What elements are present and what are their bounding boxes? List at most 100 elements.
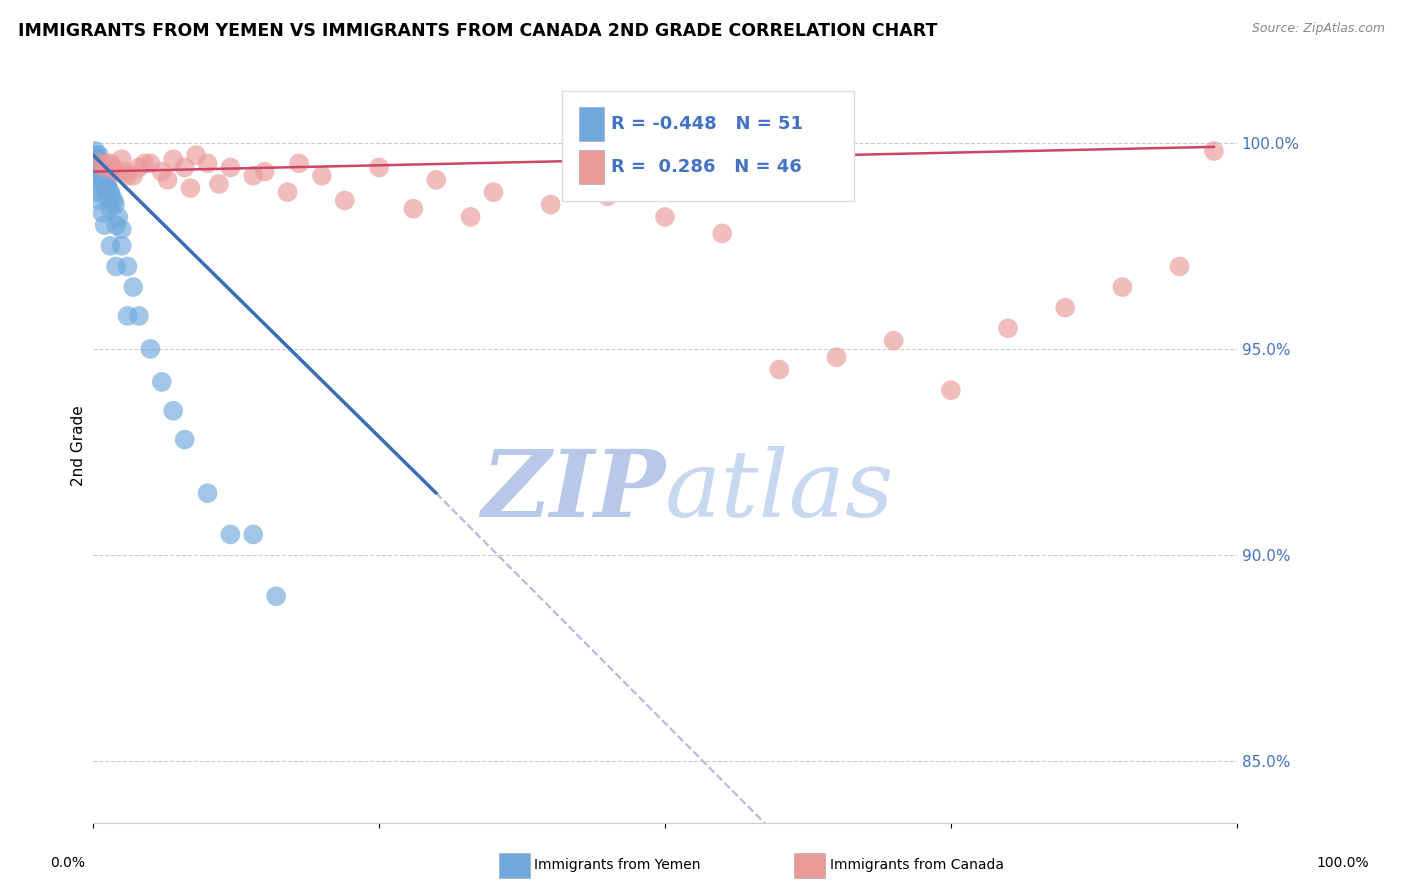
Point [1168, 260, 1191, 274]
Point [117, 309, 139, 323]
Point [883, 334, 905, 348]
Point [128, 309, 150, 323]
Point [219, 161, 242, 175]
Point [139, 156, 162, 170]
Point [311, 169, 333, 183]
Point [87, 153, 110, 167]
Point [105, 218, 128, 232]
Point [122, 169, 145, 183]
Point [90, 161, 112, 175]
Text: R = -0.448   N = 51: R = -0.448 N = 51 [612, 114, 803, 133]
Point [87, 185, 110, 199]
Point [98, 156, 121, 170]
Point [768, 362, 790, 376]
Point [264, 589, 287, 603]
Point [179, 181, 201, 195]
Point [84, 169, 107, 183]
Point [128, 161, 150, 175]
Point [98, 239, 121, 253]
Point [939, 383, 962, 397]
Point [90, 164, 112, 178]
Point [402, 202, 425, 216]
Y-axis label: 2nd Grade: 2nd Grade [72, 406, 86, 486]
Point [87, 156, 110, 170]
Point [111, 153, 134, 167]
Point [87, 161, 110, 175]
Point [96, 189, 118, 203]
Point [97, 181, 120, 195]
Text: 100.0%: 100.0% [1316, 856, 1369, 871]
Point [114, 164, 136, 178]
Bar [579, 150, 605, 184]
Point [368, 161, 391, 175]
Point [134, 156, 156, 170]
Text: atlas: atlas [665, 446, 894, 536]
Point [242, 169, 264, 183]
Point [162, 153, 184, 167]
Point [93, 173, 115, 187]
Point [117, 260, 139, 274]
Point [91, 173, 114, 187]
Point [277, 185, 299, 199]
Point [89, 194, 111, 208]
FancyBboxPatch shape [562, 91, 853, 201]
Point [596, 189, 619, 203]
Point [103, 194, 125, 208]
Point [997, 321, 1019, 335]
Point [86, 153, 108, 167]
Point [184, 148, 207, 162]
Point [150, 375, 173, 389]
Text: Immigrants from Yemen: Immigrants from Yemen [534, 858, 700, 872]
Point [89, 164, 111, 178]
Point [105, 260, 128, 274]
Point [89, 156, 111, 170]
Point [94, 177, 117, 191]
Point [93, 181, 115, 195]
Point [253, 164, 276, 178]
Point [825, 350, 848, 364]
Point [98, 185, 121, 199]
Point [219, 527, 242, 541]
Point [425, 173, 447, 187]
Point [87, 156, 110, 170]
Point [96, 156, 118, 170]
Point [288, 156, 311, 170]
Point [84, 148, 107, 162]
Point [107, 210, 129, 224]
Point [122, 280, 145, 294]
Point [93, 169, 115, 183]
Point [86, 177, 108, 191]
Point [93, 218, 115, 232]
Point [162, 403, 184, 417]
Point [460, 210, 482, 224]
Point [87, 156, 110, 170]
Point [117, 169, 139, 183]
Point [103, 161, 125, 175]
Point [208, 177, 231, 191]
Point [87, 148, 110, 162]
Point [98, 202, 121, 216]
Point [104, 197, 127, 211]
Point [100, 189, 122, 203]
Point [1202, 144, 1225, 158]
Point [711, 227, 734, 241]
Point [333, 194, 356, 208]
Text: Source: ZipAtlas.com: Source: ZipAtlas.com [1251, 22, 1385, 36]
Point [86, 153, 108, 167]
Point [540, 197, 562, 211]
Bar [579, 107, 605, 141]
Text: Immigrants from Canada: Immigrants from Canada [830, 858, 1004, 872]
Point [91, 164, 114, 178]
Text: ZIP: ZIP [481, 446, 665, 536]
Point [173, 161, 195, 175]
Point [111, 239, 134, 253]
Point [197, 156, 219, 170]
Point [1054, 301, 1077, 315]
Point [242, 527, 264, 541]
Point [482, 185, 505, 199]
Text: IMMIGRANTS FROM YEMEN VS IMMIGRANTS FROM CANADA 2ND GRADE CORRELATION CHART: IMMIGRANTS FROM YEMEN VS IMMIGRANTS FROM… [18, 22, 938, 40]
Point [139, 342, 162, 356]
Point [105, 164, 128, 178]
Point [173, 433, 195, 447]
Text: 0.0%: 0.0% [51, 856, 84, 871]
